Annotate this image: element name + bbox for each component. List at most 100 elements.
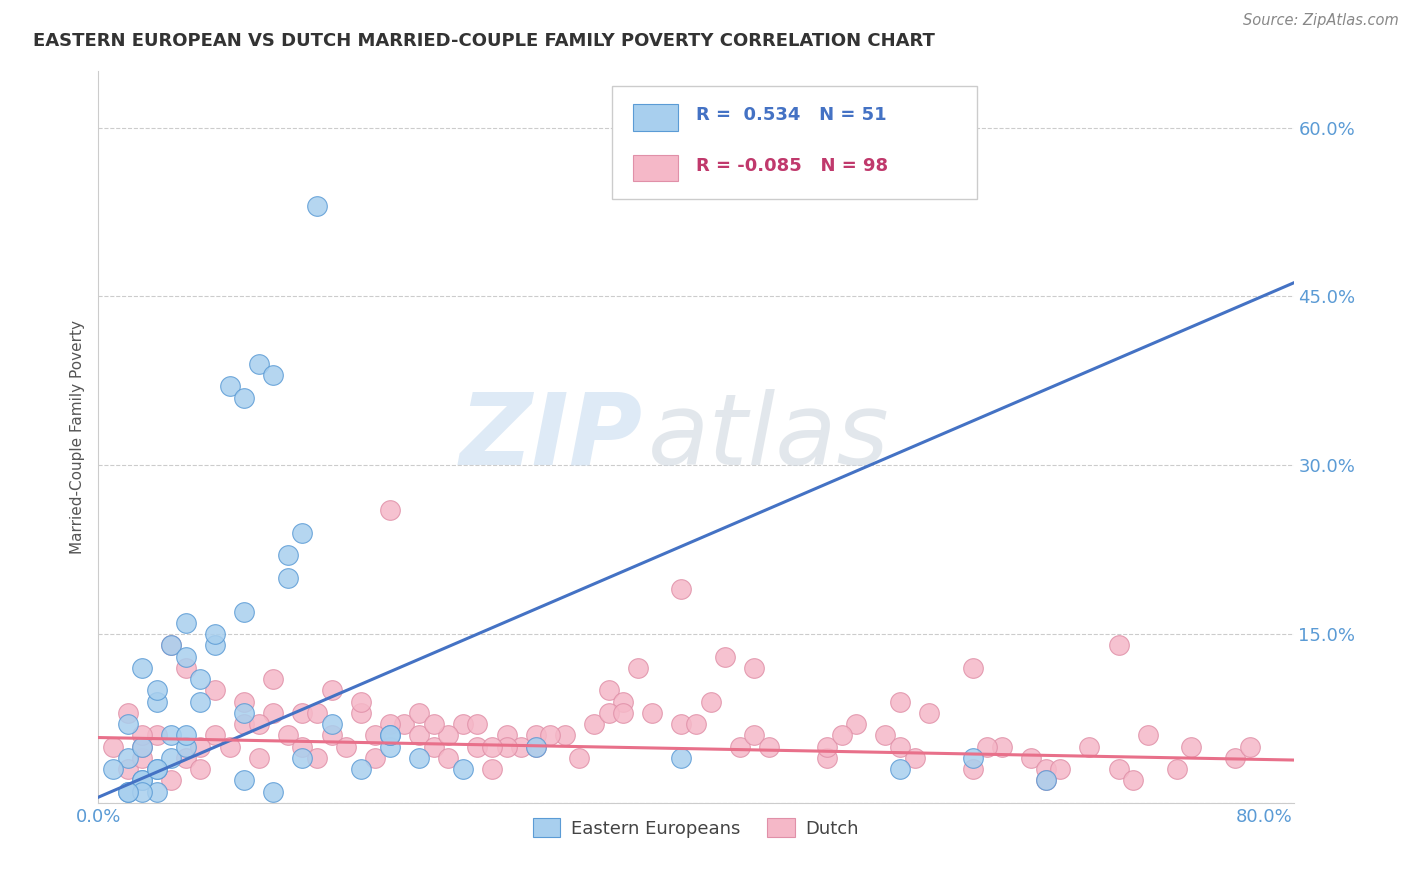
Point (845, 717, 868, 731)
Point (117, 751, 139, 765)
Point (554, 728, 576, 742)
Point (378, 728, 401, 742)
Point (451, 717, 474, 731)
Point (1239, 739, 1261, 754)
Point (145, 762, 167, 776)
Text: ZIP: ZIP (460, 389, 643, 485)
Point (437, 728, 460, 742)
Point (190, 739, 212, 754)
Point (145, 694, 167, 708)
Point (685, 717, 707, 731)
Point (233, 391, 256, 405)
Point (481, 739, 503, 754)
Point (728, 739, 751, 754)
Point (1225, 751, 1247, 765)
Point (422, 739, 444, 754)
Point (117, 784, 139, 798)
Point (582, 717, 605, 731)
Point (233, 773, 256, 788)
Point (145, 683, 167, 698)
Point (524, 739, 547, 754)
Point (742, 728, 765, 742)
Point (291, 739, 314, 754)
Point (671, 717, 693, 731)
Point (742, 661, 765, 675)
Point (262, 672, 284, 686)
Point (671, 751, 693, 765)
Bar (633, 104, 678, 130)
Point (350, 694, 373, 708)
Y-axis label: Married-Couple Family Poverty: Married-Couple Family Poverty (69, 320, 84, 554)
Point (962, 751, 984, 765)
Point (291, 525, 314, 540)
Point (1108, 638, 1130, 652)
Point (641, 706, 664, 720)
Point (378, 728, 401, 742)
Point (305, 751, 328, 765)
Point (422, 717, 444, 731)
Point (145, 728, 167, 742)
Point (233, 694, 256, 708)
Point (160, 638, 183, 652)
Point (131, 728, 153, 742)
Point (131, 784, 153, 798)
Point (568, 751, 591, 765)
Point (627, 661, 650, 675)
Point (467, 739, 489, 754)
Point (247, 751, 270, 765)
Point (204, 638, 226, 652)
Point (291, 706, 314, 720)
Point (1019, 751, 1042, 765)
Point (131, 773, 153, 788)
Point (277, 548, 299, 562)
Point (364, 728, 387, 742)
Point (524, 739, 547, 754)
Point (976, 739, 998, 754)
Point (1136, 728, 1159, 742)
Point (408, 751, 430, 765)
Point (321, 683, 343, 698)
Point (962, 762, 984, 776)
Point (160, 773, 183, 788)
Point (218, 379, 240, 393)
Point (1122, 773, 1144, 788)
Point (1108, 762, 1130, 776)
Point (699, 694, 721, 708)
Point (889, 762, 911, 776)
Point (991, 739, 1014, 754)
Point (758, 739, 780, 754)
Legend: Eastern Europeans, Dutch: Eastern Europeans, Dutch (526, 811, 866, 845)
Point (335, 739, 357, 754)
Point (1166, 762, 1188, 776)
Point (160, 728, 183, 742)
Point (495, 728, 517, 742)
Point (962, 661, 984, 675)
Point (378, 739, 401, 754)
Point (378, 503, 401, 517)
Point (262, 784, 284, 798)
Point (218, 739, 240, 754)
Point (174, 728, 197, 742)
Point (305, 199, 328, 213)
Point (467, 717, 489, 731)
Point (815, 751, 838, 765)
Point (815, 739, 838, 754)
Point (101, 739, 124, 754)
Bar (633, 154, 678, 181)
Point (495, 739, 517, 754)
Point (875, 728, 897, 742)
Point (160, 638, 183, 652)
Point (233, 605, 256, 619)
Point (350, 762, 373, 776)
Point (918, 706, 941, 720)
Point (174, 739, 197, 754)
Point (291, 751, 314, 765)
Point (889, 694, 911, 708)
Point (190, 672, 212, 686)
Point (204, 683, 226, 698)
Point (1035, 773, 1057, 788)
Point (174, 649, 197, 664)
Point (305, 706, 328, 720)
Point (612, 706, 634, 720)
Point (131, 751, 153, 765)
